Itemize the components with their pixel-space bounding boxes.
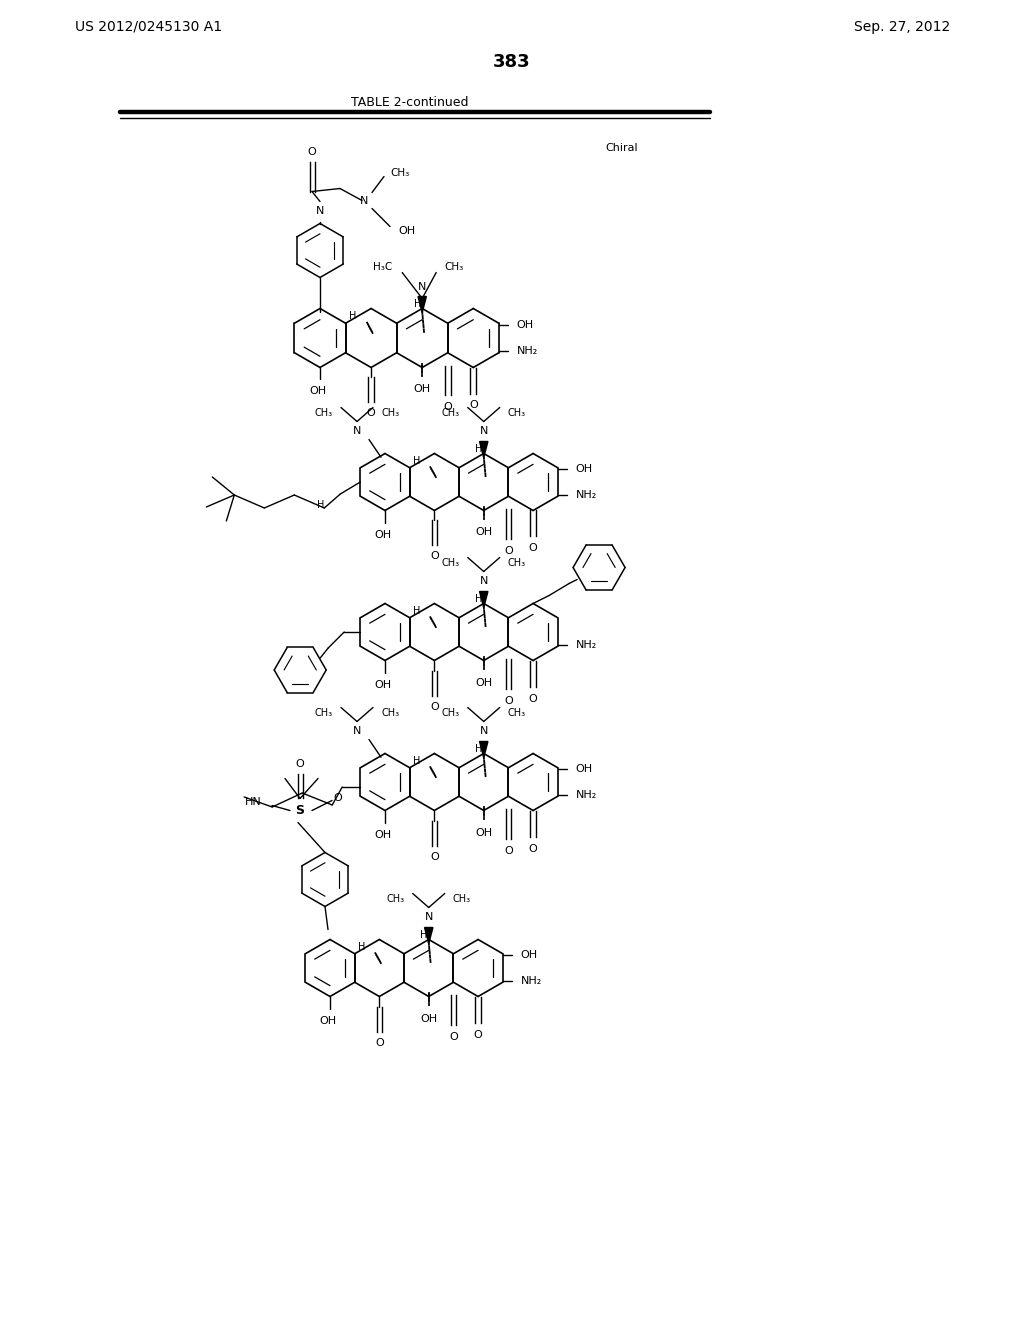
Text: OH: OH	[414, 384, 431, 395]
Text: NH₂: NH₂	[575, 789, 597, 800]
Text: CH₃: CH₃	[441, 558, 460, 569]
Text: TABLE 2-continued: TABLE 2-continued	[351, 95, 469, 108]
Text: NH₂: NH₂	[575, 640, 597, 649]
Text: H: H	[413, 755, 421, 766]
Text: H: H	[475, 594, 482, 605]
Text: H: H	[317, 500, 325, 510]
Text: H: H	[349, 312, 356, 321]
Text: N: N	[425, 912, 433, 923]
Text: CH₃: CH₃	[314, 709, 333, 718]
Text: OH: OH	[375, 680, 391, 689]
Text: H: H	[413, 606, 421, 615]
Polygon shape	[479, 441, 487, 458]
Text: OH: OH	[575, 465, 593, 474]
Text: NH₂: NH₂	[517, 346, 538, 356]
Text: OH: OH	[475, 528, 493, 537]
Text: OH: OH	[520, 950, 538, 960]
Text: O: O	[443, 403, 453, 412]
Text: O: O	[307, 147, 316, 157]
Text: O: O	[528, 843, 538, 854]
Text: N: N	[479, 726, 487, 737]
Text: OH: OH	[375, 529, 391, 540]
Text: US 2012/0245130 A1: US 2012/0245130 A1	[75, 20, 222, 34]
Text: CH₃: CH₃	[444, 261, 464, 272]
Text: O: O	[504, 545, 513, 556]
Polygon shape	[479, 591, 487, 607]
Polygon shape	[425, 928, 433, 944]
Text: OH: OH	[398, 226, 415, 235]
Text: CH₃: CH₃	[390, 168, 410, 177]
Text: CH₃: CH₃	[441, 408, 460, 418]
Text: H: H	[414, 298, 421, 309]
Text: O: O	[334, 793, 342, 804]
Text: O: O	[528, 544, 538, 553]
Text: O: O	[430, 851, 438, 862]
Text: HN: HN	[246, 797, 262, 808]
Text: CH₃: CH₃	[508, 408, 526, 418]
Text: CH₃: CH₃	[314, 408, 333, 418]
Text: CH₃: CH₃	[387, 895, 404, 904]
Text: S: S	[296, 804, 304, 817]
Text: OH: OH	[420, 1014, 437, 1023]
Text: O: O	[504, 846, 513, 855]
Text: OH: OH	[475, 828, 493, 837]
Text: O: O	[430, 701, 438, 711]
Text: N: N	[418, 281, 426, 292]
Text: O: O	[528, 693, 538, 704]
Text: OH: OH	[309, 387, 327, 396]
Text: 383: 383	[494, 53, 530, 71]
Text: O: O	[296, 759, 304, 770]
Text: OH: OH	[575, 764, 593, 774]
Text: OH: OH	[517, 319, 534, 330]
Text: H₃C: H₃C	[373, 261, 392, 272]
Text: O: O	[469, 400, 477, 411]
Polygon shape	[418, 297, 426, 313]
Text: Chiral: Chiral	[605, 143, 638, 153]
Text: H: H	[420, 929, 427, 940]
Text: N: N	[353, 726, 361, 737]
Text: Sep. 27, 2012: Sep. 27, 2012	[854, 20, 950, 34]
Text: N: N	[479, 426, 487, 437]
Text: O: O	[375, 1038, 384, 1048]
Text: CH₃: CH₃	[453, 895, 471, 904]
Text: O: O	[504, 696, 513, 705]
Text: N: N	[315, 206, 325, 216]
Polygon shape	[479, 742, 487, 758]
Text: O: O	[367, 408, 376, 418]
Text: CH₃: CH₃	[508, 558, 526, 569]
Text: NH₂: NH₂	[575, 490, 597, 500]
Text: OH: OH	[475, 677, 493, 688]
Text: NH₂: NH₂	[520, 975, 542, 986]
Text: N: N	[359, 195, 369, 206]
Text: H: H	[475, 444, 482, 454]
Text: O: O	[474, 1030, 482, 1040]
Text: H: H	[358, 941, 366, 952]
Text: O: O	[450, 1031, 458, 1041]
Text: CH₃: CH₃	[508, 709, 526, 718]
Text: CH₃: CH₃	[381, 408, 399, 418]
Text: H: H	[475, 744, 482, 754]
Text: H: H	[413, 455, 421, 466]
Text: N: N	[479, 577, 487, 586]
Text: N: N	[353, 426, 361, 437]
Text: CH₃: CH₃	[381, 709, 399, 718]
Text: OH: OH	[319, 1015, 337, 1026]
Text: CH₃: CH₃	[441, 709, 460, 718]
Text: OH: OH	[375, 829, 391, 840]
Text: O: O	[430, 552, 438, 561]
